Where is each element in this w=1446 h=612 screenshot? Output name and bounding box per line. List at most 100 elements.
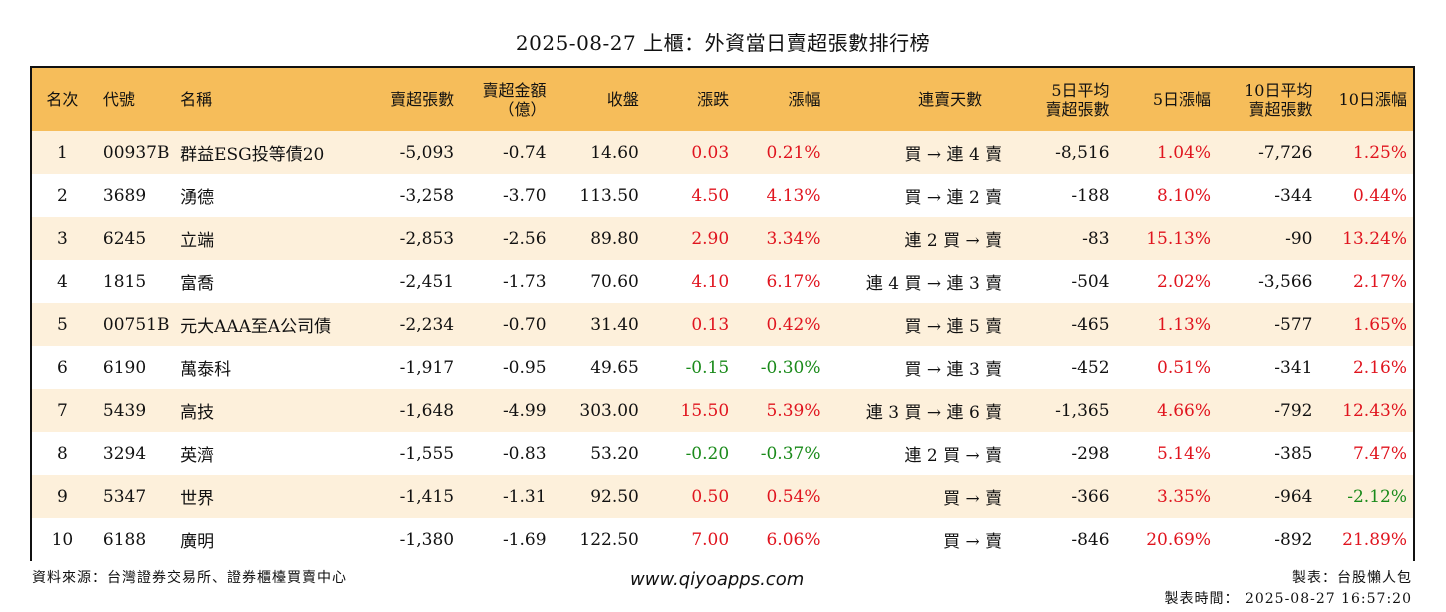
table-row: 2 3689 湧德 -3,258 -3.70 113.50 4.50 4.13% 買 → 連 2… — [32, 174, 1413, 217]
pct10-cell: 13.24% — [1342, 228, 1407, 249]
change-cell: 15.50 — [680, 400, 730, 421]
table-row: 6 6190 萬泰科 -1,917 -0.95 49.65 -0.15 -0.30% 買 → 連… — [32, 346, 1413, 389]
rank-cell: 1 — [57, 142, 68, 163]
header-streak: 連賣天數 — [918, 90, 983, 109]
close-cell: 122.50 — [579, 529, 639, 550]
close-cell: 31.40 — [590, 314, 639, 335]
pct10-cell: 2.17% — [1352, 271, 1407, 292]
sell-shares-cell: -1,380 — [399, 529, 455, 550]
table-row: 9 5347 世界 -1,415 -1.31 92.50 0.50 0.54% 買 → 賣 -36… — [32, 475, 1413, 518]
close-cell: 303.00 — [579, 400, 639, 421]
change-pct-cell: 6.06% — [766, 529, 821, 550]
header-sell-amount-line2: （億） — [498, 99, 547, 119]
sell-shares-cell: -1,415 — [399, 486, 455, 507]
header-avg5-line2: 賣超張數 — [1045, 99, 1110, 119]
streak-cell: 連 3 買 → 連 6 賣 — [865, 403, 1003, 423]
change-cell: 7.00 — [691, 529, 730, 550]
ranking-table: 名次 代號 名稱 賣超張數 賣超金額 （億） 收盤 漲跌 漲幅 連賣天數 5日平… — [32, 68, 1413, 561]
header-rank: 名次 — [46, 90, 79, 109]
close-cell: 113.50 — [579, 185, 639, 206]
close-cell: 53.20 — [590, 443, 639, 464]
sell-amount-cell: -4.99 — [502, 400, 547, 421]
avg10-cell: -3,566 — [1258, 271, 1313, 292]
sell-amount-cell: -1.31 — [502, 486, 547, 507]
name-cell: 立端 — [180, 231, 215, 251]
pct5-cell: 20.69% — [1146, 529, 1212, 550]
sell-shares-cell: -2,234 — [399, 314, 455, 335]
streak-cell: 買 → 賣 — [943, 489, 1003, 509]
code-cell: 3294 — [102, 443, 147, 464]
avg5-cell: -366 — [1071, 486, 1110, 507]
name-cell: 元大AAA至A公司債 — [180, 317, 332, 337]
pct10-cell: 0.44% — [1352, 185, 1407, 206]
pct5-cell: 15.13% — [1146, 228, 1212, 249]
avg10-cell: -792 — [1274, 400, 1313, 421]
table-row: 5 00751B 元大AAA至A公司債 -2,234 -0.70 31.40 0.13 0.4… — [32, 303, 1413, 346]
change-cell: 4.50 — [691, 185, 730, 206]
header-code: 代號 — [102, 90, 135, 109]
name-cell: 萬泰科 — [180, 360, 232, 380]
name-cell: 湧德 — [180, 188, 215, 208]
header-sell-shares: 賣超張數 — [390, 90, 455, 109]
ranking-table-container: 名次 代號 名稱 賣超張數 賣超金額 （億） 收盤 漲跌 漲幅 連賣天數 5日平… — [30, 66, 1415, 561]
rank-cell: 7 — [57, 400, 68, 421]
close-cell: 92.50 — [590, 486, 639, 507]
page-title: 2025-08-27 上櫃：外資當日賣超張數排行榜 — [515, 31, 931, 55]
pct10-cell: 1.65% — [1352, 314, 1407, 335]
pct5-cell: 1.04% — [1157, 142, 1212, 163]
avg5-cell: -846 — [1071, 529, 1110, 550]
streak-cell: 買 → 賣 — [943, 532, 1003, 552]
table-row: 8 3294 英濟 -1,555 -0.83 53.20 -0.20 -0.37% 連 2 買 … — [32, 432, 1413, 475]
pct10-cell: 7.47% — [1352, 443, 1407, 464]
avg10-cell: -964 — [1274, 486, 1313, 507]
sell-amount-cell: -1.73 — [502, 271, 547, 292]
code-cell: 5439 — [102, 400, 147, 421]
pct5-cell: 0.51% — [1157, 357, 1212, 378]
header-avg10-line2: 賣超張數 — [1248, 99, 1313, 119]
streak-cell: 買 → 連 5 賣 — [904, 317, 1003, 337]
change-cell: 0.13 — [691, 314, 730, 335]
streak-cell: 買 → 連 2 賣 — [904, 188, 1003, 208]
change-pct-cell: 0.21% — [766, 142, 821, 163]
code-cell: 00937B — [102, 142, 170, 163]
pct5-cell: 2.02% — [1157, 271, 1212, 292]
pct10-cell: -2.12% — [1347, 486, 1407, 507]
change-pct-cell: 6.17% — [766, 271, 821, 292]
sell-shares-cell: -3,258 — [399, 185, 455, 206]
change-cell: 0.03 — [691, 142, 730, 163]
rank-cell: 6 — [57, 357, 68, 378]
rank-cell: 9 — [57, 486, 68, 507]
table-made-time: 製表時間： 2025-08-27 16:57:20 — [1164, 591, 1412, 607]
change-cell: -0.20 — [685, 443, 730, 464]
change-pct-cell: 4.13% — [766, 185, 821, 206]
sell-shares-cell: -2,451 — [399, 271, 455, 292]
header-pct10: 10日漲幅 — [1338, 90, 1407, 109]
streak-cell: 買 → 連 3 賣 — [904, 360, 1003, 380]
avg5-cell: -452 — [1071, 357, 1110, 378]
table-maker: 製表：台股懶人包 — [1292, 570, 1412, 586]
data-source: 資料來源：台灣證券交易所、證券櫃檯買賣中心 — [32, 570, 347, 586]
rank-cell: 3 — [57, 228, 68, 249]
close-cell: 70.60 — [590, 271, 639, 292]
header-sell-amount: 賣超金額 （億） — [454, 68, 554, 131]
table-row: 7 5439 高技 -1,648 -4.99 303.00 15.50 5.39% 連 3 買 … — [32, 389, 1413, 432]
rank-cell: 10 — [51, 529, 74, 550]
sell-amount-cell: -1.69 — [502, 529, 547, 550]
close-cell: 49.65 — [590, 357, 639, 378]
avg10-cell: -341 — [1274, 357, 1313, 378]
website-url[interactable]: www.qiyoapps.com — [630, 569, 805, 590]
code-cell: 6190 — [102, 357, 147, 378]
table-row: 10 6188 廣明 -1,380 -1.69 122.50 7.00 6.06% 買 → 賣 -… — [32, 518, 1413, 561]
header-avg10: 10日平均 賣超張數 — [1211, 68, 1312, 131]
avg5-cell: -504 — [1071, 271, 1110, 292]
change-cell: 0.50 — [691, 486, 730, 507]
code-cell: 6245 — [102, 228, 147, 249]
sell-shares-cell: -2,853 — [399, 228, 455, 249]
sell-amount-cell: -0.83 — [502, 443, 547, 464]
name-cell: 富喬 — [180, 274, 215, 294]
name-cell: 世界 — [180, 489, 215, 509]
avg5-cell: -188 — [1071, 185, 1110, 206]
header-change: 漲跌 — [697, 90, 730, 109]
streak-cell: 連 2 買 → 賣 — [904, 446, 1003, 466]
rank-cell: 2 — [57, 185, 68, 206]
